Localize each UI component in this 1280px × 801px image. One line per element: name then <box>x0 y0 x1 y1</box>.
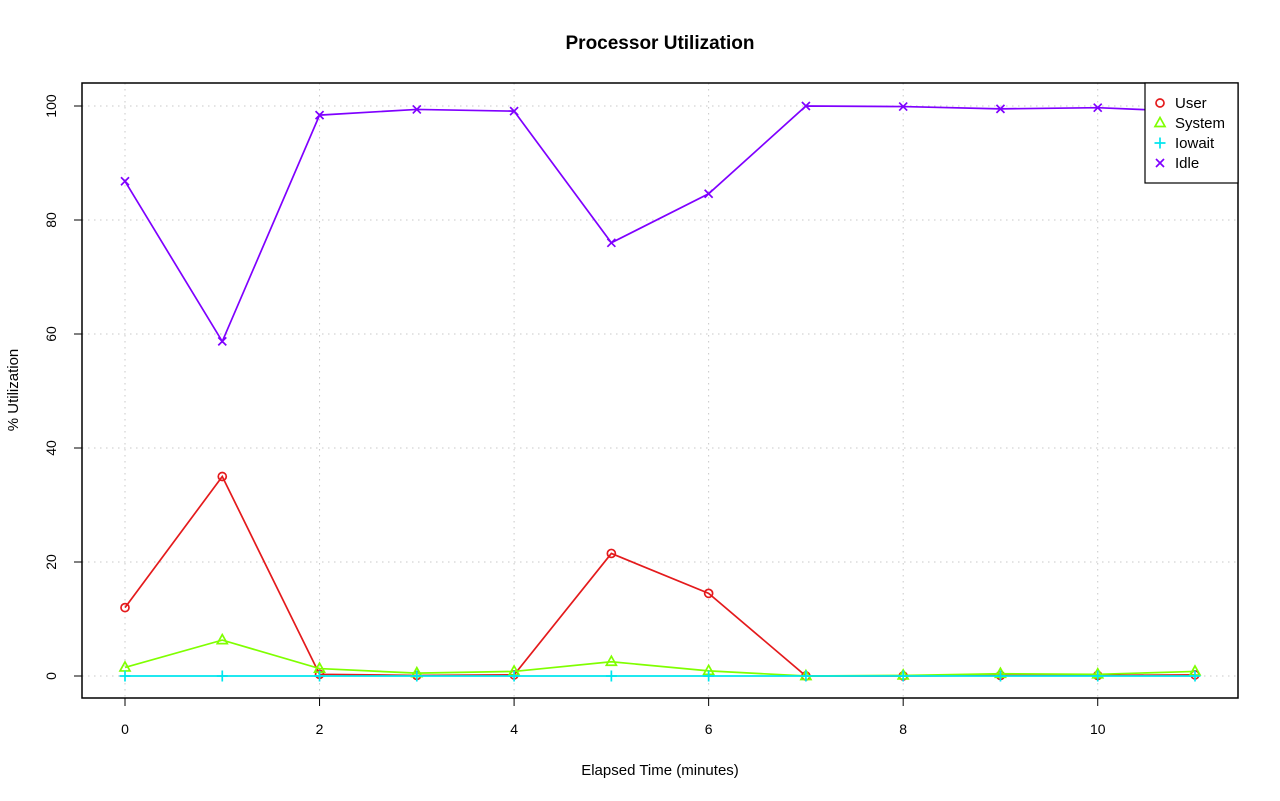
series-line-user <box>124 474 1196 677</box>
x-axis-label: Elapsed Time (minutes) <box>581 762 739 779</box>
data-point-idle <box>801 101 811 111</box>
y-tick-label: 80 <box>43 212 59 228</box>
data-point-idle <box>704 189 714 199</box>
legend-marker-system <box>1153 115 1167 128</box>
y-tick-label: 100 <box>43 94 59 118</box>
data-point-iowait <box>800 670 812 682</box>
data-point-iowait <box>314 670 326 682</box>
data-point-idle <box>1093 103 1103 113</box>
legend: User System Iowait Idle <box>1144 82 1239 184</box>
data-point-iowait <box>897 670 909 682</box>
legend-label-system: System <box>1175 115 1225 132</box>
legend-marker-idle <box>1155 158 1165 168</box>
y-axis-label: % Utilization <box>5 349 22 432</box>
data-point-system <box>215 632 229 645</box>
data-point-idle <box>314 110 325 120</box>
data-point-iowait <box>1092 670 1104 682</box>
y-tick-label: 40 <box>43 440 59 456</box>
x-tick-label: 0 <box>121 721 129 737</box>
x-tick-label: 6 <box>705 721 713 737</box>
legend-marker-user <box>1155 98 1165 108</box>
data-point-idle <box>606 238 616 248</box>
data-point-iowait <box>703 670 715 682</box>
data-point-iowait <box>411 670 423 682</box>
series-iowait <box>119 670 1201 682</box>
x-tick-label: 4 <box>510 721 518 737</box>
data-point-idle <box>217 336 227 347</box>
data-point-user <box>703 588 714 599</box>
data-point-system <box>604 654 618 667</box>
data-point-iowait <box>1189 670 1201 682</box>
data-point-iowait <box>508 670 520 682</box>
data-point-idle <box>509 106 519 116</box>
data-point-user <box>120 602 130 613</box>
grid <box>82 83 1238 698</box>
x-tick-label: 2 <box>316 721 324 737</box>
y-tick-label: 0 <box>43 672 59 680</box>
data-point-iowait <box>605 670 617 682</box>
series-user <box>120 471 1200 681</box>
data-point-iowait <box>216 670 228 682</box>
data-point-idle <box>898 101 908 112</box>
data-point-user <box>217 471 228 482</box>
series-line-idle <box>124 105 1196 344</box>
data-point-user <box>606 548 617 559</box>
series-system <box>118 632 1202 681</box>
data-point-iowait <box>994 670 1006 682</box>
data-point-idle <box>995 104 1006 114</box>
plot-frame <box>81 82 1239 699</box>
data-point-iowait <box>119 670 131 682</box>
series <box>118 101 1202 682</box>
x-tick-label: 10 <box>1090 721 1106 737</box>
legend-marker-iowait <box>1154 137 1166 149</box>
chart-title: Processor Utilization <box>566 33 755 54</box>
legend-label-user: User <box>1175 95 1207 112</box>
legend-label-idle: Idle <box>1175 155 1199 172</box>
y-tick-label: 20 <box>43 554 59 570</box>
legend-label-iowait: Iowait <box>1175 135 1215 152</box>
data-point-idle <box>412 104 422 115</box>
y-tick-label: 60 <box>43 326 59 342</box>
series-idle <box>120 101 1200 347</box>
x-tick-label: 8 <box>899 721 907 737</box>
series-line-system <box>124 639 1196 677</box>
data-point-idle <box>120 176 130 186</box>
